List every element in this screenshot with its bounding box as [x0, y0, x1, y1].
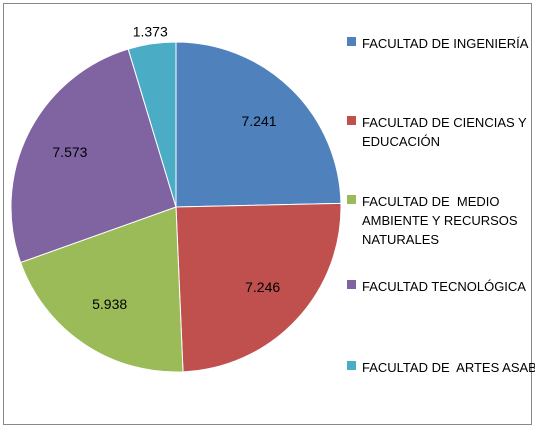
pie-slice — [10, 48, 177, 264]
data-label: 7.241 — [242, 113, 277, 129]
pie-slice — [175, 41, 342, 208]
legend-swatch — [347, 116, 356, 125]
data-label: 1.373 — [133, 24, 168, 40]
legend-swatch — [347, 37, 356, 46]
chart-border — [3, 3, 532, 425]
legend-label: FACULTAD DE INGENIERÍA — [362, 36, 529, 51]
legend-label: FACULTAD DE MEDIO AMBIENTE Y RECURSOS NA… — [362, 194, 522, 247]
data-label: 7.573 — [52, 144, 87, 160]
legend-entry: FACULTAD TECNOLÓGICA — [347, 277, 535, 296]
data-label: 7.246 — [245, 279, 280, 295]
legend-label: FACULTAD TECNOLÓGICA — [362, 279, 526, 294]
legend-label: FACULTAD DE ARTES ASAB — [362, 360, 535, 375]
pie-slice — [127, 41, 177, 208]
legend-swatch — [347, 195, 356, 204]
legend-entry: FACULTAD DE INGENIERÍA — [347, 34, 535, 53]
legend-entry: FACULTAD DE MEDIO AMBIENTE Y RECURSOS NA… — [347, 192, 535, 249]
pie-slice — [175, 202, 342, 373]
legend-swatch — [347, 280, 356, 289]
legend-label: FACULTAD DE CIENCIAS Y EDUCACIÓN — [362, 115, 531, 149]
data-label: 5.938 — [92, 296, 127, 312]
legend-swatch — [347, 361, 356, 370]
legend-entry: FACULTAD DE ARTES ASAB — [347, 358, 535, 377]
legend-entry: FACULTAD DE CIENCIAS Y EDUCACIÓN — [347, 113, 535, 151]
